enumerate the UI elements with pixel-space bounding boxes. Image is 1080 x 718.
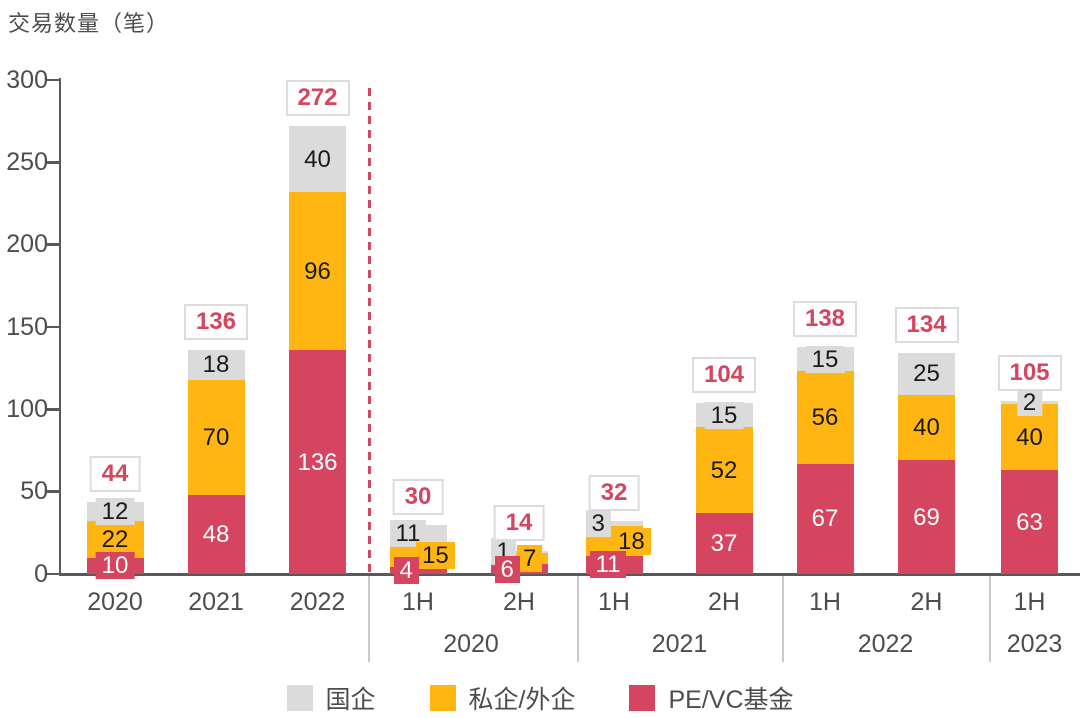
- x-axis-category-label: 1H: [402, 588, 434, 616]
- y-axis-tick-label: 250: [6, 147, 48, 176]
- x-axis-group-label: 2020: [443, 630, 499, 658]
- bar-segment-value-label: 56: [805, 404, 845, 432]
- bar-segment-value-label: 12: [95, 497, 135, 525]
- y-axis-tick: [47, 325, 59, 329]
- y-axis-tick-label: 100: [6, 394, 48, 423]
- bar-segment-value-label: 22: [95, 525, 135, 553]
- bar-segment-value-label: 70: [196, 423, 236, 451]
- bar-segment: [585, 521, 643, 527]
- bar-segment-value-label: 52: [704, 456, 744, 484]
- y-axis-tick: [47, 161, 59, 164]
- bar-segment-value-label: 48: [196, 520, 236, 548]
- x-axis-category-label: 2H: [503, 588, 535, 616]
- y-axis-tick: [47, 572, 59, 576]
- y-axis-tick: [47, 408, 59, 411]
- legend-item: PE/VC基金: [629, 680, 794, 716]
- chart-title: 交易数量（笔）: [8, 11, 170, 36]
- x-axis-group-label: 2021: [651, 630, 708, 658]
- y-axis-tick: [47, 243, 59, 246]
- bar-segment-value-label: 15: [805, 345, 845, 373]
- legend-swatch: [429, 685, 456, 711]
- x-axis-category-label: 1H: [1013, 588, 1046, 616]
- legend-label: 国企: [325, 686, 376, 714]
- x-group-separator: [782, 576, 784, 662]
- x-axis-group-label: 2022: [857, 630, 914, 658]
- bar-segment-value-label: 4: [393, 557, 419, 585]
- bar-segment-value-label: 25: [907, 360, 946, 388]
- y-axis-tick-label: 0: [34, 559, 48, 588]
- annual-half-divider-line: [368, 88, 371, 574]
- bar-segment-value-label: 15: [416, 541, 455, 569]
- x-axis-category-label: 2022: [289, 588, 346, 616]
- bar-total-label: 136: [183, 304, 249, 341]
- bar-segment-value-label: 15: [704, 401, 744, 429]
- bar-total-label: 14: [493, 504, 545, 541]
- bar-segment-value-label: 69: [907, 503, 946, 531]
- y-axis-tick-label: 300: [6, 65, 48, 94]
- bar-segment-value-label: 67: [805, 505, 845, 533]
- bar-total-label: 138: [792, 300, 858, 337]
- bar-segment-value-label: 3: [585, 510, 611, 538]
- x-axis-group-label: 2023: [1006, 630, 1063, 658]
- x-group-separator: [989, 576, 991, 662]
- bar-total-label: 32: [588, 475, 640, 512]
- bar-segment-value-label: 96: [298, 257, 337, 285]
- x-axis-category-label: 2H: [708, 588, 740, 616]
- bar-total-label: 105: [997, 355, 1062, 392]
- x-axis-category-label: 1H: [598, 588, 630, 616]
- x-axis-category-label: 2020: [87, 588, 143, 616]
- bar-segment-value-label: 6: [494, 555, 520, 583]
- x-axis-category-label: 2H: [910, 588, 943, 616]
- y-axis-tick: [47, 490, 59, 493]
- bar-segment-value-label: 37: [704, 530, 744, 558]
- x-axis-category-label: 2021: [188, 588, 244, 616]
- x-group-separator: [368, 576, 370, 662]
- y-axis-tick-label: 200: [6, 230, 48, 259]
- bar-segment-value-label: 136: [291, 448, 344, 476]
- bar-segment-value-label: 40: [907, 413, 946, 441]
- legend-label: PE/VC基金: [668, 686, 794, 714]
- bar-segment-value-label: 40: [298, 145, 337, 173]
- bar-segment-value-label: 63: [1010, 508, 1049, 536]
- bar-segment-value-label: 40: [1010, 423, 1049, 451]
- legend-swatch: [286, 685, 313, 711]
- bar-segment-value-label: 10: [95, 552, 135, 580]
- legend-item: 私企/外企: [429, 680, 576, 716]
- bar-total-label: 134: [894, 307, 959, 344]
- y-axis-tick: [47, 78, 59, 82]
- bar-total-label: 104: [691, 356, 757, 393]
- bar-total-label: 272: [285, 80, 350, 117]
- bar-segment-value-label: 7: [517, 544, 543, 572]
- bar-total-label: 44: [89, 455, 141, 492]
- bar-segment-value-label: 18: [196, 351, 236, 379]
- bar-segment-value-label: 11: [589, 551, 627, 579]
- y-axis-line: [58, 78, 61, 576]
- y-axis-tick-label: 50: [20, 477, 48, 506]
- x-group-separator: [577, 576, 579, 662]
- bar-segment-value-label: 11: [389, 520, 427, 548]
- bar-segment-value-label: 18: [612, 527, 651, 555]
- x-axis-category-label: 1H: [809, 588, 841, 616]
- bar-total-label: 30: [392, 478, 444, 515]
- x-axis-line: [58, 572, 1080, 576]
- legend: 国企 私企/外企 PE/VC基金: [0, 680, 1080, 716]
- legend-swatch: [629, 685, 656, 711]
- y-axis-tick-label: 150: [6, 312, 48, 341]
- legend-label: 私企/外企: [468, 686, 576, 714]
- bar-segment-value-label: 2: [1016, 389, 1043, 417]
- legend-item: 国企: [286, 680, 376, 716]
